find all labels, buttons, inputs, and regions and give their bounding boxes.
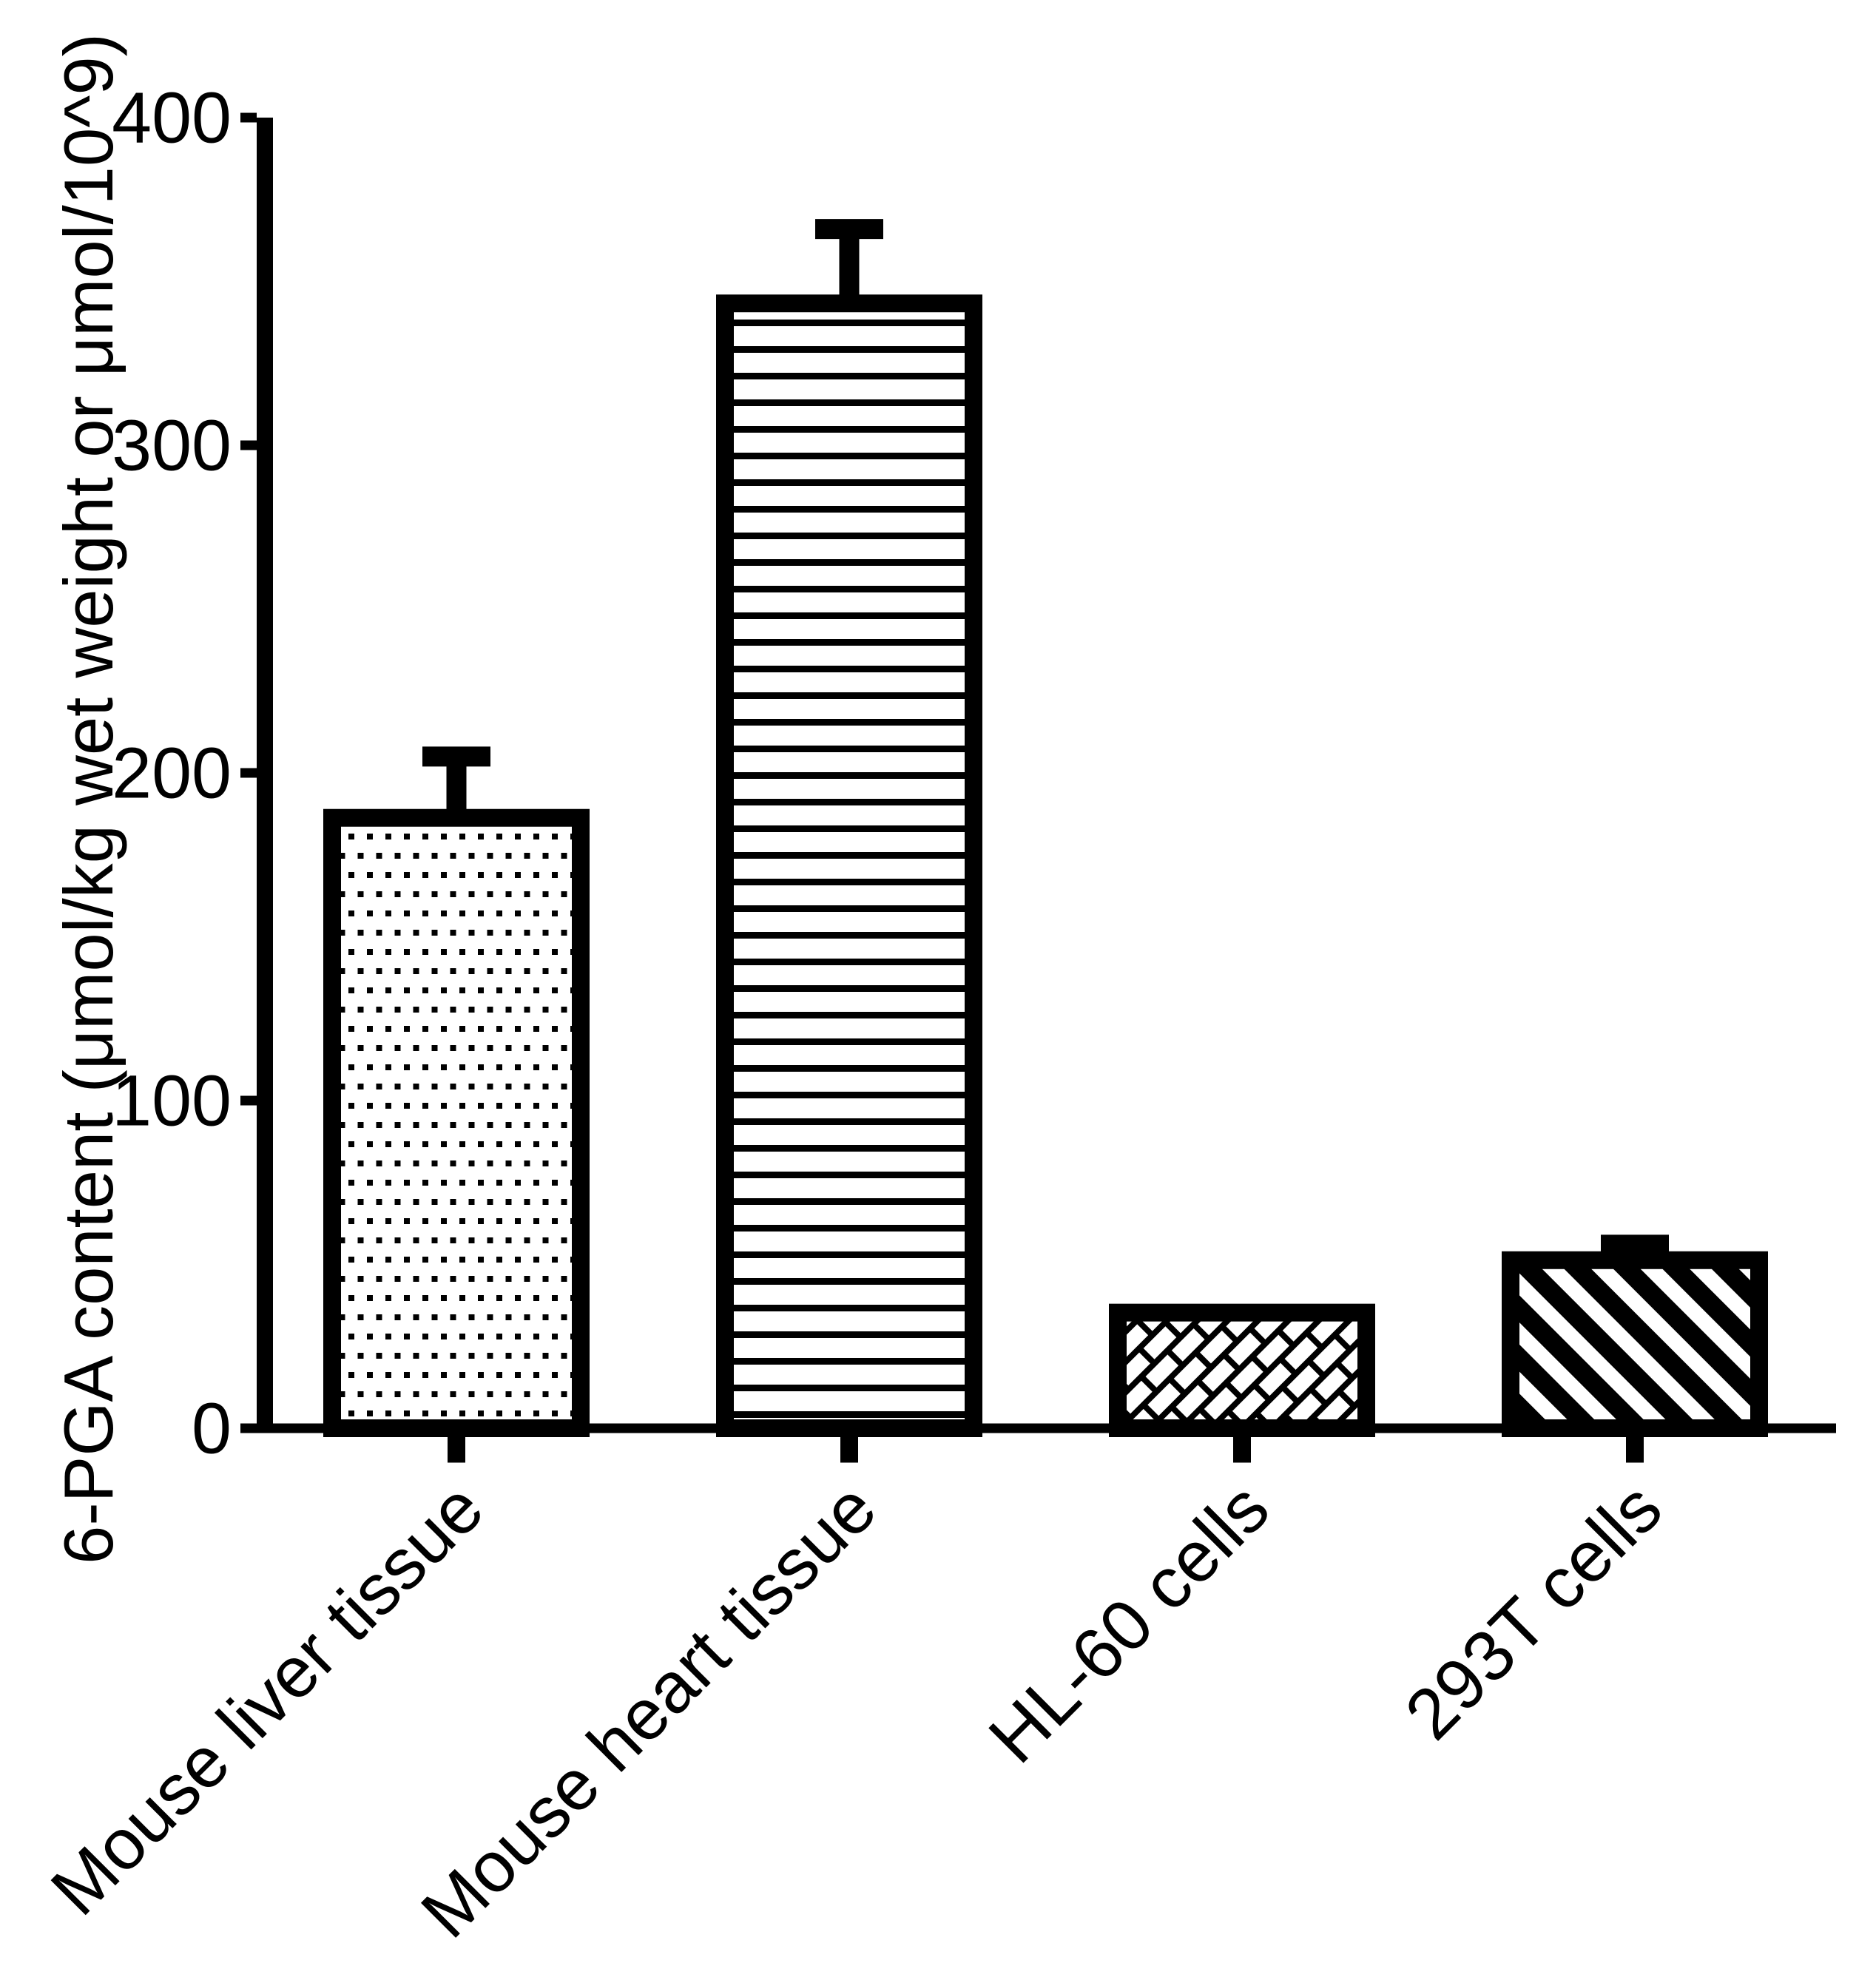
bar-mouse-heart-tissue	[716, 294, 982, 1438]
bar-group-293t-cells: 293T cells	[1389, 1234, 1768, 1754]
x-category-label: 293T cells	[1389, 1467, 1676, 1754]
x-tick-mark	[448, 1433, 465, 1463]
bar-mouse-liver-tissue	[323, 808, 590, 1437]
y-tick-label: 100	[112, 1061, 232, 1141]
y-tick-label: 400	[112, 78, 232, 158]
y-tick-mark	[240, 1095, 257, 1106]
bar-group-hl-60-cells: HL-60 cells	[974, 1303, 1375, 1778]
y-tick-label: 200	[112, 733, 232, 814]
x-tick-mark	[1233, 1433, 1251, 1463]
x-axis-line	[257, 1423, 1836, 1433]
y-tick-label: 300	[112, 405, 232, 486]
y-tick-label: 0	[192, 1388, 232, 1469]
bar-293t-cells	[1502, 1251, 1768, 1438]
x-category-label: HL-60 cells	[974, 1467, 1284, 1778]
y-tick-mark	[240, 112, 257, 123]
y-tick-mark	[240, 768, 257, 778]
y-axis-line	[257, 118, 273, 1433]
bar-hl-60-cells	[1109, 1303, 1375, 1438]
y-axis-title: 6-PGA content (μmol/kg wet weight or μmo…	[50, 33, 127, 1564]
x-tick-mark	[840, 1433, 858, 1463]
x-tick-mark	[1626, 1433, 1644, 1463]
y-tick-mark	[240, 440, 257, 450]
y-tick-mark	[240, 1423, 257, 1433]
